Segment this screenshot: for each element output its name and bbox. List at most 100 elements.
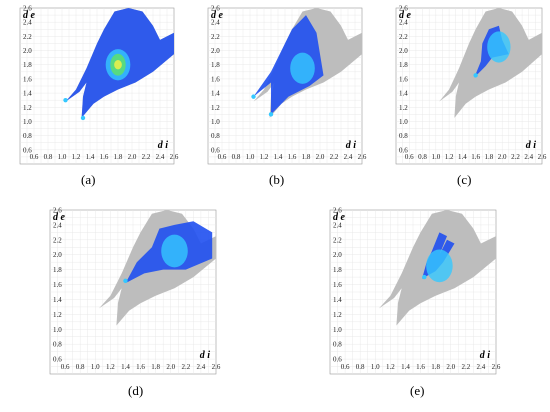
y-tick-label: 2.2	[53, 236, 62, 244]
x-tick-label: 1.4	[86, 153, 95, 161]
y-tick-label: 1.0	[399, 118, 408, 126]
wing-tip-marker	[63, 97, 68, 103]
y-tick-label: 2.0	[53, 251, 62, 259]
y-tick-label: 1.6	[53, 281, 62, 289]
y-tick-label: 0.6	[399, 146, 408, 154]
x-tick-label: 0.6	[61, 363, 70, 371]
y-tick-label: 1.6	[211, 75, 220, 83]
x-tick-label: 1.2	[386, 363, 395, 371]
x-tick-label: 2.6	[170, 153, 179, 161]
x-tick-label: 0.6	[341, 363, 350, 371]
x-tick-label: 2.2	[181, 363, 190, 371]
y-tick-label: 1.8	[53, 266, 62, 274]
x-tick-label: 2.2	[142, 153, 151, 161]
y-tick-label: 1.2	[211, 104, 220, 112]
x-tick-label: 0.8	[418, 153, 427, 161]
y-tick-label: 0.6	[333, 356, 342, 364]
y-tick-label: 0.8	[23, 132, 32, 140]
x-tick-label: 1.2	[445, 153, 454, 161]
highlight-region	[253, 15, 324, 115]
x-tick-label: 2.0	[166, 363, 175, 371]
density-core-cyan	[426, 249, 453, 283]
x-tick-label: 2.2	[330, 153, 339, 161]
x-tick-label: 0.6	[30, 153, 39, 161]
x-tick-label: 2.4	[344, 153, 353, 161]
x-tick-label: 1.0	[58, 153, 67, 161]
y-tick-label: 1.6	[23, 75, 32, 83]
x-tick-label: 1.4	[401, 363, 410, 371]
fingerprint-plot-4: 0.6 0.8 1.0 1.2 1.4 1.6 1.8 2.0 2.2 2.4 2.6 0.6 0.8 1…	[49, 207, 221, 375]
x-tick-label: 1.6	[136, 363, 145, 371]
density-core-cyan	[290, 52, 315, 84]
x-axis-label: d i	[526, 140, 537, 151]
y-tick-label: 1.8	[23, 61, 32, 69]
x-tick-label: 1.2	[72, 153, 81, 161]
y-tick-label: 1.0	[53, 326, 62, 334]
caption-e: (e)	[410, 383, 425, 398]
x-axis-label: d i	[158, 140, 169, 151]
x-tick-label: 1.0	[371, 363, 380, 371]
y-tick-label: 0.8	[399, 132, 408, 140]
y-axis-label: d e	[211, 10, 224, 21]
y-tick-label: 2.6	[333, 207, 342, 215]
x-tick-label: 0.8	[356, 363, 365, 371]
caption-c: (c)	[457, 172, 472, 187]
y-axis-label: d e	[53, 212, 66, 223]
y-tick-label: 2.4	[333, 221, 342, 229]
x-tick-label: 1.2	[260, 153, 269, 161]
y-tick-label: 1.4	[23, 90, 32, 98]
y-tick-label: 2.0	[333, 251, 342, 259]
x-tick-label: 1.8	[485, 153, 494, 161]
y-tick-label: 0.8	[211, 132, 220, 140]
y-tick-label: 1.0	[211, 118, 220, 126]
y-tick-label: 2.4	[211, 19, 220, 27]
y-tick-label: 1.8	[211, 61, 220, 69]
y-tick-label: 0.6	[53, 356, 62, 364]
caption-d: (d)	[128, 383, 144, 398]
fingerprint-plot-2: 0.6 0.8 1.0 1.2 1.4 1.6 1.8 2.0 2.2 2.4 2.6 0.6 0.8 1…	[207, 5, 367, 165]
y-tick-label: 2.0	[23, 47, 32, 55]
x-tick-label: 1.6	[416, 363, 425, 371]
x-tick-label: 1.8	[151, 363, 160, 371]
x-tick-label: 1.6	[471, 153, 480, 161]
x-tick-label: 1.6	[288, 153, 297, 161]
density-core-yellow	[114, 60, 122, 70]
x-tick-label: 1.0	[431, 153, 440, 161]
x-tick-label: 2.6	[212, 363, 221, 371]
x-tick-label: 0.8	[44, 153, 53, 161]
x-axis-label: d i	[346, 140, 357, 151]
x-tick-label: 2.4	[156, 153, 165, 161]
y-tick-label: 2.2	[23, 33, 32, 41]
y-tick-label: 1.4	[53, 296, 62, 304]
x-tick-label: 2.0	[498, 153, 507, 161]
y-tick-label: 2.4	[53, 221, 62, 229]
fingerprint-envelope	[439, 8, 542, 118]
fingerprint-plot-5: 0.6 0.8 1.0 1.2 1.4 1.6 1.8 2.0 2.2 2.4 2.6 0.6 0.8 1…	[329, 207, 501, 375]
y-tick-label: 1.2	[23, 104, 32, 112]
y-tick-label: 2.2	[333, 236, 342, 244]
y-tick-label: 1.2	[399, 104, 408, 112]
x-tick-label: 0.6	[218, 153, 227, 161]
x-tick-label: 1.8	[114, 153, 123, 161]
wing-tip-marker	[268, 112, 274, 117]
y-tick-label: 2.0	[211, 47, 220, 55]
x-axis-label: d i	[480, 350, 491, 361]
x-tick-label: 1.4	[458, 153, 467, 161]
y-tick-label: 2.6	[399, 5, 408, 13]
y-tick-label: 1.8	[399, 61, 408, 69]
x-tick-label: 2.4	[524, 153, 533, 161]
y-tick-label: 2.0	[399, 47, 408, 55]
x-tick-label: 2.0	[446, 363, 455, 371]
y-tick-label: 2.6	[53, 207, 62, 215]
y-tick-label: 0.6	[23, 146, 32, 154]
wing-tip-marker	[473, 73, 478, 78]
x-tick-label: 1.0	[246, 153, 255, 161]
x-tick-label: 1.4	[274, 153, 283, 161]
x-tick-label: 0.8	[76, 363, 85, 371]
y-tick-label: 1.2	[333, 311, 342, 319]
x-tick-label: 2.6	[358, 153, 367, 161]
x-tick-label: 2.6	[492, 363, 501, 371]
x-tick-label: 2.2	[461, 363, 470, 371]
y-tick-label: 1.0	[333, 326, 342, 334]
x-tick-label: 2.0	[316, 153, 325, 161]
